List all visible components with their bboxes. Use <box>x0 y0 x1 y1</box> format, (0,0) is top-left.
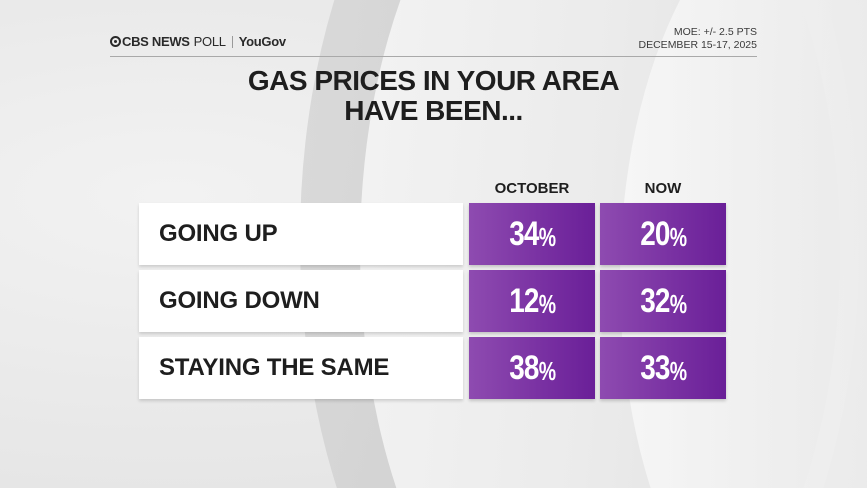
value-cell-october: 38% <box>469 337 595 399</box>
value: 38 <box>508 348 539 387</box>
header-divider <box>110 56 757 57</box>
header: CBS NEWS POLL YouGov MOE: +/- 2.5 PTS DE… <box>110 22 757 58</box>
value-cell-now: 20% <box>600 203 726 265</box>
yougov-logo: YouGov <box>238 34 286 49</box>
value: 12 <box>508 281 539 320</box>
value-cell-october: 34% <box>469 203 595 265</box>
poll-dates: DECEMBER 15-17, 2025 <box>638 39 757 51</box>
column-header-october: OCTOBER <box>494 180 570 197</box>
value: 34 <box>508 214 539 253</box>
row-label: STAYING THE SAME <box>139 337 463 399</box>
value-cell-october: 12% <box>469 270 595 332</box>
page-title: GAS PRICES IN YOUR AREA HAVE BEEN... <box>0 66 867 126</box>
poll-info: MOE: +/- 2.5 PTS DECEMBER 15-17, 2025 <box>639 26 757 52</box>
percent-symbol: % <box>670 221 687 252</box>
value-cell-now: 33% <box>600 337 726 399</box>
margin-of-error: MOE: +/- 2.5 PTS <box>673 26 757 38</box>
value: 20 <box>639 214 670 253</box>
row-label: GOING UP <box>139 203 463 265</box>
cbs-eye-icon <box>110 36 121 47</box>
logo-divider <box>231 35 233 48</box>
percent-symbol: % <box>539 221 556 252</box>
percent-symbol: % <box>670 288 687 319</box>
logo-brand: CBS NEWS <box>122 34 190 49</box>
column-header-now: NOW <box>644 180 682 197</box>
value: 33 <box>639 348 670 387</box>
row-label: GOING DOWN <box>139 270 463 332</box>
percent-symbol: % <box>539 355 556 386</box>
cbs-news-poll-logo: CBS NEWS POLL YouGov <box>110 34 286 49</box>
title-line-2: HAVE BEEN... <box>344 95 523 126</box>
logo-poll: POLL <box>193 34 226 49</box>
percent-symbol: % <box>670 355 687 386</box>
title-line-1: GAS PRICES IN YOUR AREA <box>247 65 620 96</box>
value-cell-now: 32% <box>600 270 726 332</box>
value: 32 <box>639 281 670 320</box>
percent-symbol: % <box>539 288 556 319</box>
